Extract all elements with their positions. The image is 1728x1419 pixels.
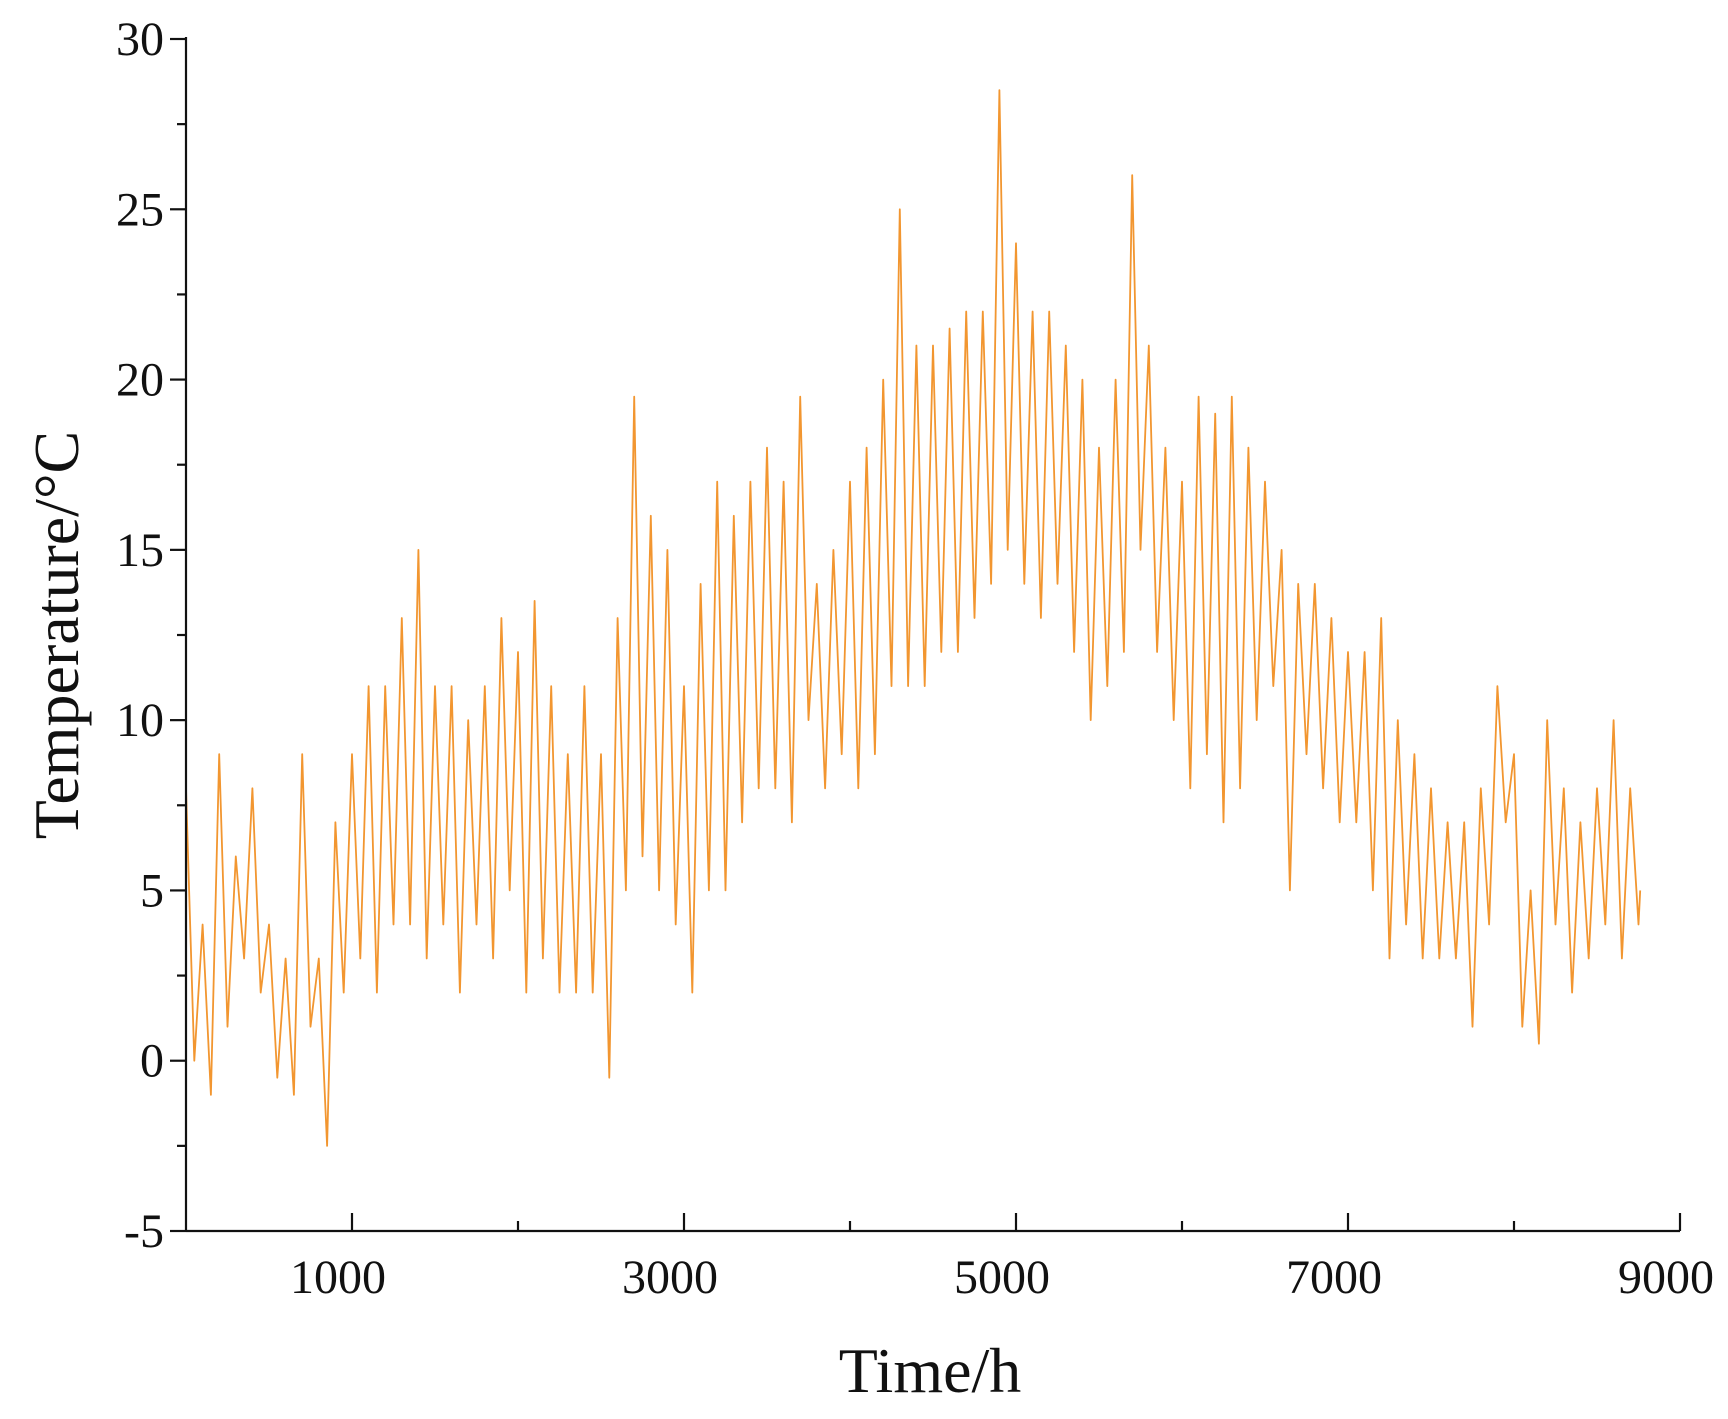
y-tick-label: 30 xyxy=(116,13,164,66)
x-tick-label: 1000 xyxy=(290,1251,386,1304)
x-tick-label: 7000 xyxy=(1286,1251,1382,1304)
x-tick-label: 9000 xyxy=(1618,1251,1714,1304)
y-tick-label: 20 xyxy=(116,354,164,407)
y-tick-label: -5 xyxy=(124,1205,164,1258)
y-tick-label: 5 xyxy=(140,864,164,917)
y-tick-label: 25 xyxy=(116,183,164,236)
data-line xyxy=(185,89,1642,1147)
x-axis-title: Time/h xyxy=(839,1335,1022,1406)
y-tick-label: 0 xyxy=(140,1035,164,1088)
x-tick-label: 5000 xyxy=(954,1251,1050,1304)
y-tick-label: 15 xyxy=(116,524,164,577)
y-tick-label: 10 xyxy=(116,694,164,747)
x-tick-label: 3000 xyxy=(622,1251,718,1304)
y-axis-title: Temperature/°C xyxy=(21,431,92,840)
